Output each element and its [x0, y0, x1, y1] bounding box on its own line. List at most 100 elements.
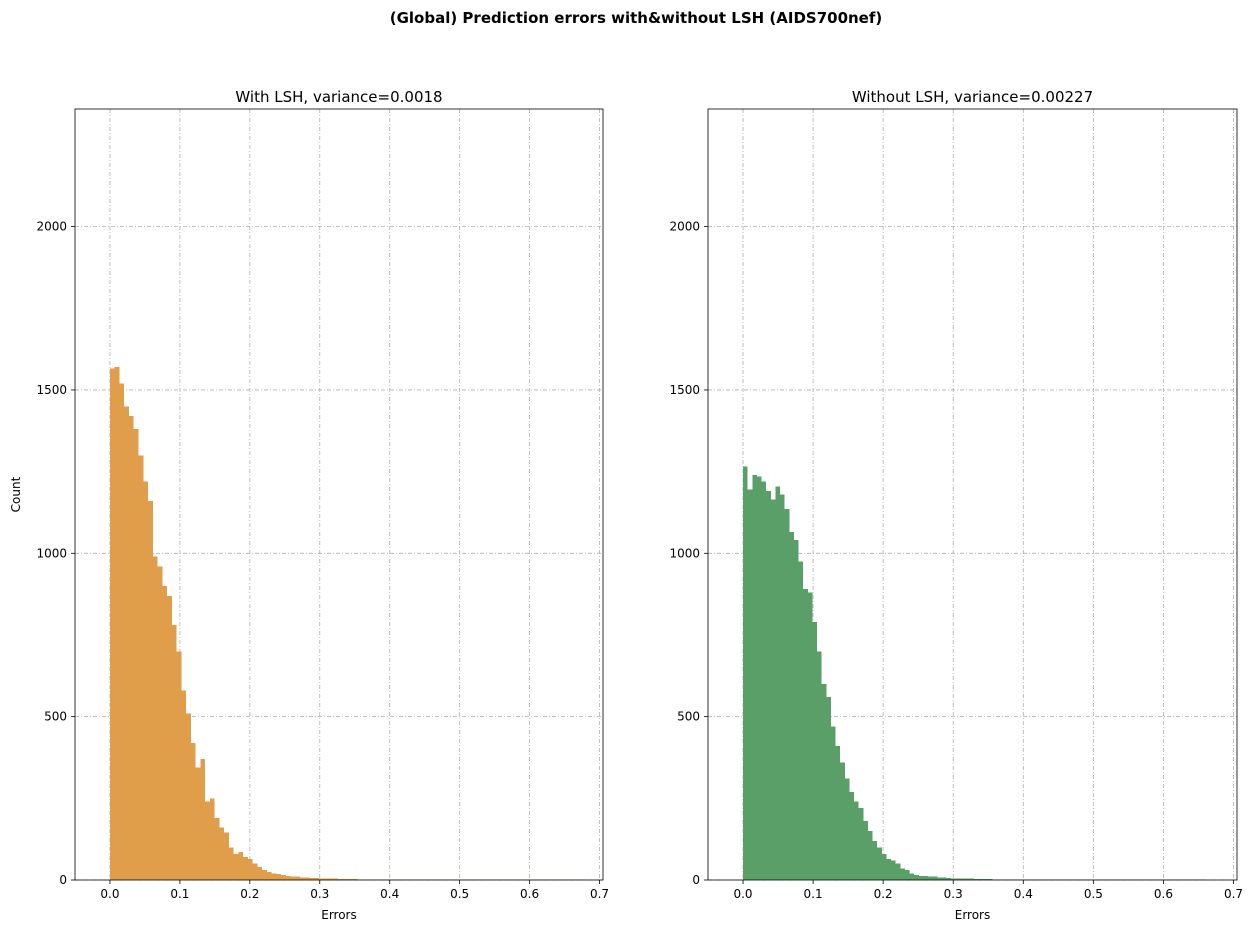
histogram-bar: [812, 621, 818, 880]
x-tick-label: 0.3: [310, 887, 329, 901]
histogram-bar: [830, 726, 836, 880]
x-tick-label: 0.6: [520, 887, 539, 901]
histogram-bar: [960, 878, 966, 880]
histogram-bar: [338, 879, 343, 880]
histogram-bar: [157, 566, 163, 880]
x-axis-label: Errors: [321, 908, 357, 922]
histogram-bar: [914, 875, 919, 880]
y-tick-label: 1000: [36, 546, 67, 560]
histogram-bar: [766, 491, 771, 880]
histogram-bar: [752, 474, 757, 880]
histogram-bar: [974, 879, 979, 880]
histogram-bar: [262, 870, 267, 880]
histogram-bar: [969, 878, 975, 880]
histogram-bar: [152, 556, 158, 880]
histogram-bar: [200, 759, 206, 880]
histogram-bar: [281, 875, 286, 880]
histogram-bar: [162, 585, 168, 880]
histogram-bar: [342, 879, 348, 880]
histogram-bar: [276, 874, 282, 880]
histogram-bar: [955, 878, 961, 880]
histogram-bar: [304, 877, 310, 880]
histogram-bar: [854, 801, 859, 880]
histogram-bar: [266, 871, 272, 880]
histogram-bar: [849, 791, 855, 880]
histogram-bar: [844, 778, 850, 880]
histogram-bar: [300, 877, 305, 880]
histogram-bar: [789, 532, 794, 880]
histogram-bar: [904, 870, 910, 880]
histogram-bar: [909, 873, 915, 880]
y-tick-label: 500: [677, 710, 700, 724]
histogram-bar: [747, 489, 753, 880]
y-tick-label: 2000: [669, 220, 700, 234]
subplot-without-lsh: 0.0 0.1 0.2 0.3 0.4 0.5 0.6 0.7 0 500 1000 1500 2000…: [669, 88, 1243, 922]
histogram-bar: [233, 853, 239, 880]
histogram-bar: [835, 746, 841, 880]
x-tick-label: 0.3: [944, 887, 963, 901]
histogram-bar: [133, 429, 139, 880]
axes-frame: [74, 108, 604, 881]
histogram-bar: [821, 683, 827, 880]
histogram-bar: [181, 690, 187, 880]
histogram-bar: [895, 863, 901, 880]
x-tick-label: 0.2: [240, 887, 259, 901]
histogram-bar: [285, 876, 291, 880]
histogram-bar: [295, 876, 301, 880]
histogram-bar: [171, 625, 177, 880]
histogram-bar: [881, 853, 887, 880]
histogram-bar: [918, 876, 924, 880]
histogram-bar: [109, 368, 115, 880]
x-tick-label: 0.6: [1154, 887, 1173, 901]
histogram-bar: [780, 494, 785, 880]
histogram-bar: [271, 873, 277, 880]
figure-title: (Global) Prediction errors with&without …: [390, 9, 883, 27]
histogram-bar: [932, 876, 938, 880]
histogram-bar: [333, 878, 339, 880]
histogram-bar: [775, 486, 781, 880]
histogram-bar: [176, 651, 182, 880]
histogram-bar: [798, 561, 804, 880]
subplot-title: With LSH, variance=0.0018: [235, 88, 442, 106]
histogram-bar: [978, 879, 984, 880]
histogram-bar: [872, 840, 878, 880]
y-tick-label: 0: [692, 873, 700, 887]
histogram-bar: [803, 589, 808, 880]
x-tick-label: 0.7: [590, 887, 609, 901]
histogram-bar: [138, 455, 144, 880]
subplot-title: Without LSH, variance=0.00227: [852, 88, 1093, 106]
histogram-bar: [119, 383, 125, 880]
histogram-bar: [219, 827, 225, 880]
x-axis-label: Errors: [955, 908, 991, 922]
x-tick-label: 0.4: [1014, 887, 1033, 901]
histogram-bar: [209, 798, 215, 880]
histogram-bar: [923, 876, 929, 880]
histogram-bar: [928, 876, 933, 880]
histogram-bar: [243, 857, 248, 880]
histogram-bar: [257, 866, 263, 880]
histogram-bar: [817, 651, 822, 880]
histogram-bar: [352, 879, 358, 880]
histogram-bar: [214, 817, 220, 880]
histogram-bar: [124, 406, 129, 880]
histogram-bar: [205, 801, 210, 880]
histogram-bar: [224, 832, 229, 880]
histogram-bar: [252, 863, 258, 880]
y-tick-label: 1000: [669, 546, 700, 560]
histogram-bar: [877, 847, 882, 880]
histogram-bar: [840, 762, 845, 880]
histogram-bar: [128, 416, 134, 880]
histogram-bar: [314, 878, 320, 880]
x-tick-label: 0.0: [100, 887, 119, 901]
histogram-bar: [886, 858, 892, 880]
histogram-bar: [965, 878, 970, 880]
histogram-bar: [826, 697, 831, 880]
histogram-bar: [951, 878, 956, 880]
x-tick-label: 0.1: [804, 887, 823, 901]
histogram-bar: [167, 595, 172, 880]
x-tick-label: 0.1: [170, 887, 189, 901]
histogram-bar: [148, 501, 153, 880]
x-tick-label: 0.7: [1224, 887, 1243, 901]
